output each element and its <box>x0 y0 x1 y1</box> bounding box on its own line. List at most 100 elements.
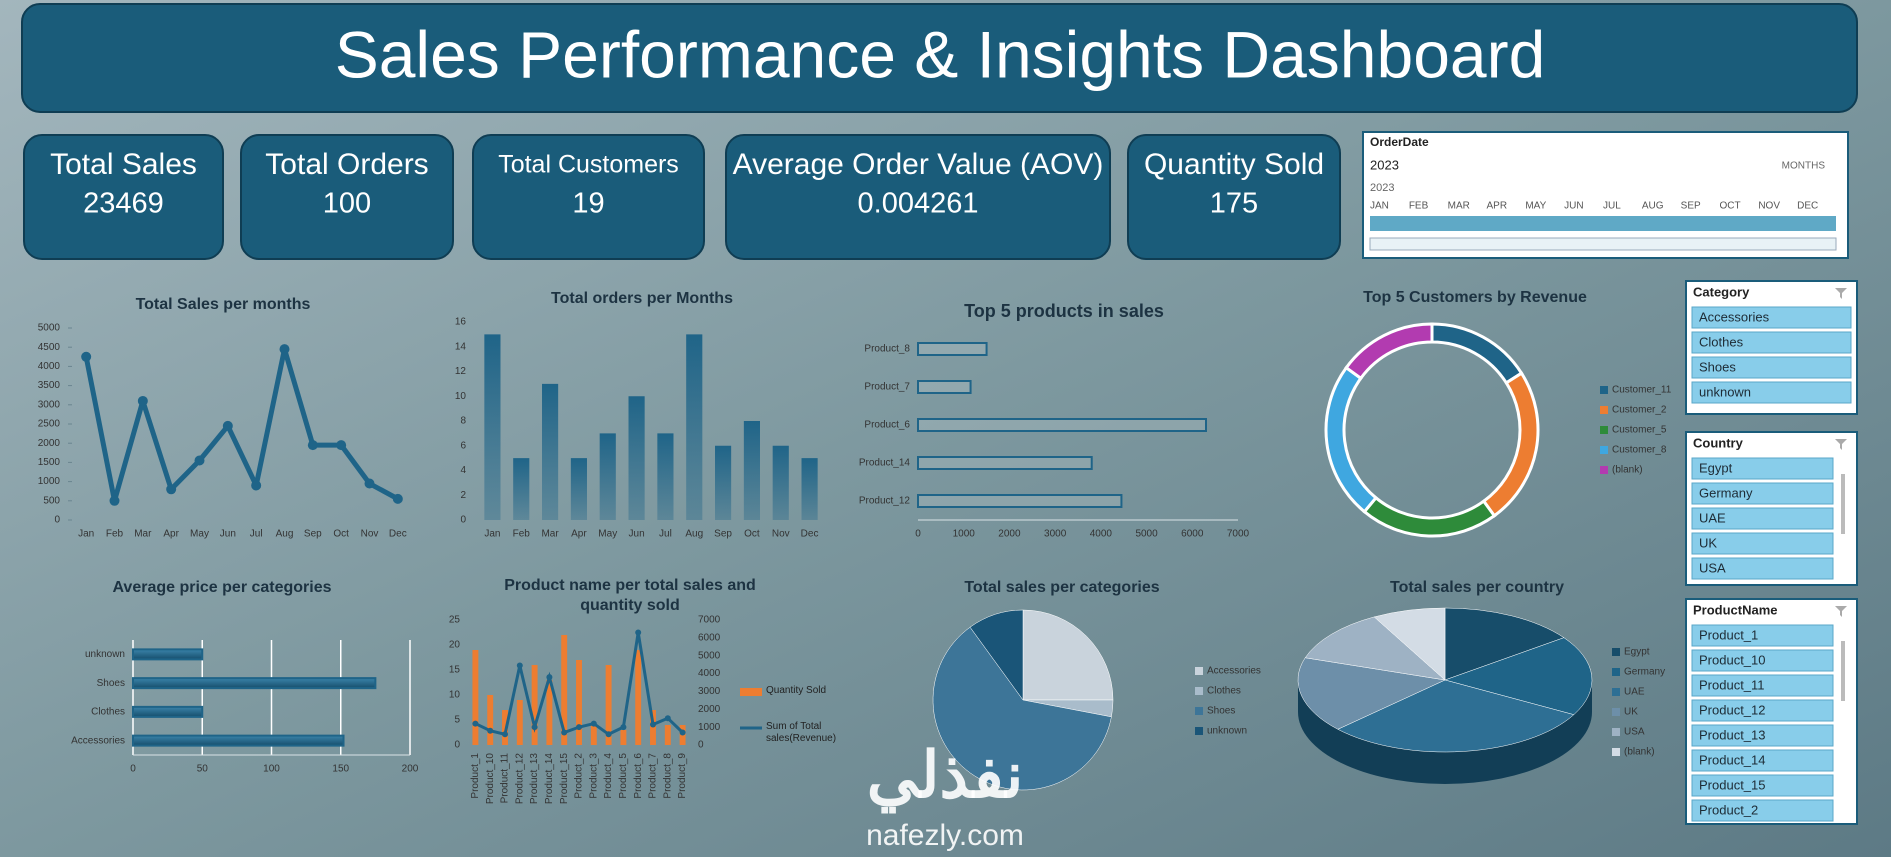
slicer-title: ProductName <box>1693 602 1778 617</box>
slicer-clear-icon[interactable] <box>1835 439 1847 450</box>
dashboard-title: Sales Performance & Insights Dashboard <box>335 17 1546 91</box>
x-tick-label: Product_3 <box>588 753 599 799</box>
line-marker <box>336 440 347 451</box>
x-tick-label: Oct <box>333 529 349 540</box>
slicer-item[interactable] <box>1691 306 1852 329</box>
kpi-card <box>23 134 224 260</box>
kpi-label: Quantity Sold <box>1144 148 1324 181</box>
slicer-item[interactable] <box>1691 624 1834 647</box>
bar <box>917 342 988 356</box>
legend-swatch <box>1600 466 1608 474</box>
y-tick-label: Product_8 <box>864 344 910 355</box>
slicer-item[interactable] <box>1691 331 1852 354</box>
slicer-scrollbar[interactable] <box>1841 641 1845 701</box>
timeline-level[interactable]: MONTHS <box>1782 161 1826 172</box>
y-tick-label: 0 <box>54 515 60 526</box>
y2-tick-label: 4000 <box>698 668 721 679</box>
legend-label: Shoes <box>1207 706 1235 717</box>
legend-swatch <box>740 688 762 696</box>
slicer-scrollbar[interactable] <box>1841 474 1845 534</box>
sales-line <box>83 346 400 504</box>
x-tick-label: Product_1 <box>470 753 481 799</box>
bar <box>801 458 818 520</box>
pie-slice <box>1337 679 1575 753</box>
slicer-item[interactable] <box>1691 724 1834 747</box>
line-marker <box>605 731 612 738</box>
legend-swatch <box>1195 707 1203 715</box>
x-tick-label: 7000 <box>1227 529 1250 540</box>
y-tick-label: 3500 <box>38 380 61 391</box>
timeline-range[interactable] <box>1370 216 1836 231</box>
slicer-clear-icon[interactable] <box>1835 606 1847 617</box>
slicer-item[interactable] <box>1691 799 1834 822</box>
legend-label: Clothes <box>1207 686 1241 697</box>
x-tick-label: Feb <box>106 529 124 540</box>
legend-swatch <box>1612 668 1620 676</box>
slicer-clear-icon[interactable] <box>1835 288 1847 299</box>
y-tick-label: 3000 <box>38 399 61 410</box>
x-tick-label: Aug <box>276 529 294 540</box>
slicer-title: Category <box>1693 284 1750 299</box>
x-tick-label: Product_6 <box>633 753 644 799</box>
timeline-month: FEB <box>1409 201 1429 212</box>
x-tick-label: Sep <box>714 529 732 540</box>
y-tick-label: 5000 <box>38 323 61 334</box>
slicer-item[interactable] <box>1691 749 1834 772</box>
timeline-scrollbar[interactable] <box>1369 237 1837 251</box>
line-marker <box>251 480 262 491</box>
x-tick-label: 200 <box>402 764 419 775</box>
y-tick-label: 20 <box>449 640 461 651</box>
y-tick-label: Shoes <box>97 678 125 689</box>
x-tick-label: Product_5 <box>618 753 629 799</box>
slicer-item-label: Accessories <box>1699 309 1770 324</box>
legend-swatch <box>1600 446 1608 454</box>
y-tick-label: Product_6 <box>864 420 910 431</box>
legend-label: Customer_8 <box>1612 445 1667 456</box>
line-marker <box>137 395 148 406</box>
slicer-item[interactable] <box>1691 482 1834 505</box>
slicer-item[interactable] <box>1691 457 1834 480</box>
slicer-items: Product_1 Product_10 Product_11 Product_12 P… <box>1691 624 1834 822</box>
timeline-month: AUG <box>1642 201 1664 212</box>
x-tick-label: Product_2 <box>574 753 585 799</box>
line-marker <box>546 674 553 681</box>
slicer-item[interactable] <box>1691 532 1834 555</box>
slicer-item[interactable] <box>1691 507 1834 530</box>
slicer-item[interactable] <box>1691 649 1834 672</box>
slicer-item[interactable] <box>1691 774 1834 797</box>
bar <box>561 635 568 745</box>
bar <box>590 725 597 745</box>
slicer-item-label: UAE <box>1699 510 1726 525</box>
legend-label: Sum of Total sales(Revenue) <box>766 721 837 744</box>
slicer-item[interactable] <box>1691 557 1834 580</box>
bar <box>542 383 559 520</box>
bar <box>917 418 1207 432</box>
slicer-item[interactable] <box>1691 674 1834 697</box>
chart-title: Top 5 Customers by Revenue <box>1363 289 1587 306</box>
chart-title: Top 5 products in sales <box>964 301 1164 321</box>
x-tick-label: 3000 <box>1044 529 1067 540</box>
line-marker <box>279 344 290 355</box>
x-tick-label: Product_10 <box>485 753 496 805</box>
slicer-item[interactable] <box>1691 381 1852 404</box>
y-tick-label: Product_14 <box>859 458 911 469</box>
slicer-item[interactable] <box>1691 356 1852 379</box>
line-marker <box>620 724 627 731</box>
legend-swatch <box>1195 687 1203 695</box>
y-tick-label: 15 <box>449 665 461 676</box>
line-marker <box>487 727 494 734</box>
y2-tick-label: 6000 <box>698 632 721 643</box>
pie-slice <box>969 609 1024 701</box>
slicer-item[interactable] <box>1691 699 1834 722</box>
slicer-item-label: Product_10 <box>1699 652 1766 667</box>
y2-tick-label: 1000 <box>698 722 721 733</box>
x-tick-label: May <box>598 529 617 540</box>
x-tick-label: 50 <box>197 764 209 775</box>
chart-title: Total Sales per months <box>136 296 311 313</box>
legend-label: (blank) <box>1624 747 1655 758</box>
legend-swatch <box>1600 406 1608 414</box>
line-marker <box>472 720 479 727</box>
timeline-month: JAN <box>1370 201 1389 212</box>
bar <box>917 456 1093 470</box>
